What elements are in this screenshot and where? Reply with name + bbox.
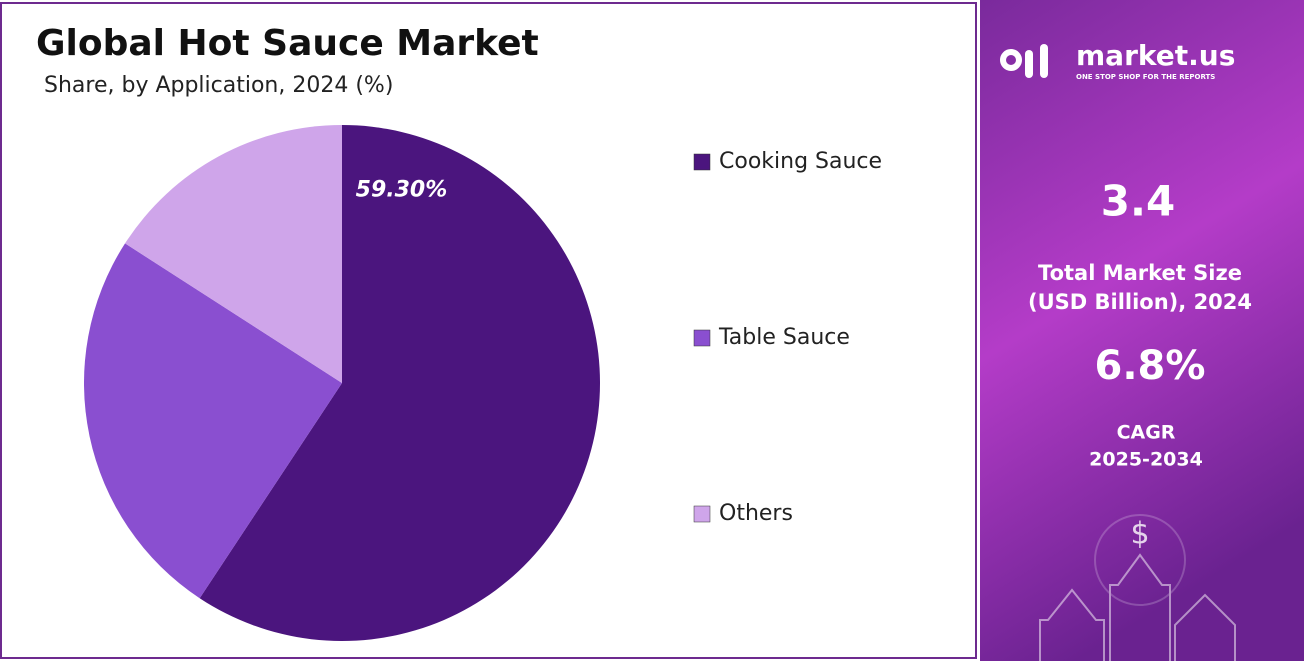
logo-icon	[1000, 44, 1048, 78]
legend-swatch	[693, 505, 711, 523]
pie-slice	[84, 243, 343, 599]
tagline: ONE STOP SHOP FOR THE REPORTS	[1076, 73, 1215, 81]
legend-label: Table Sauce	[718, 325, 850, 350]
legend-label: Cooking Sauce	[719, 149, 882, 174]
market-size: 3.4	[1101, 177, 1175, 226]
chart-subtitle: Share, by Application, 2024 (%)	[44, 73, 393, 98]
pie-slice	[125, 125, 342, 383]
legend-swatch	[693, 153, 711, 171]
cagr-label: 2025-2034	[1089, 449, 1203, 471]
market-size-label: Total Market Size	[1038, 261, 1242, 285]
market-size-label: (USD Billion), 2024	[1028, 290, 1252, 314]
cagr: 6.8%	[1095, 343, 1206, 389]
dollar-icon: $	[1130, 517, 1149, 552]
chart-title: Global Hot Sauce Market	[36, 23, 539, 64]
cagr-label: CAGR	[1117, 422, 1176, 444]
pie-slice	[199, 125, 600, 642]
panel-decoration	[1039, 514, 1236, 661]
legend-swatch	[693, 329, 711, 347]
brand: market.us	[1076, 39, 1235, 72]
value-label: 59.30%	[356, 178, 448, 203]
legend-label: Others	[719, 501, 793, 526]
side-panel	[980, 0, 1304, 661]
